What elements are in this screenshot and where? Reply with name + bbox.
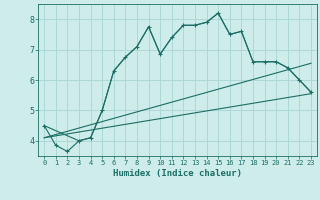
X-axis label: Humidex (Indice chaleur): Humidex (Indice chaleur) [113,169,242,178]
